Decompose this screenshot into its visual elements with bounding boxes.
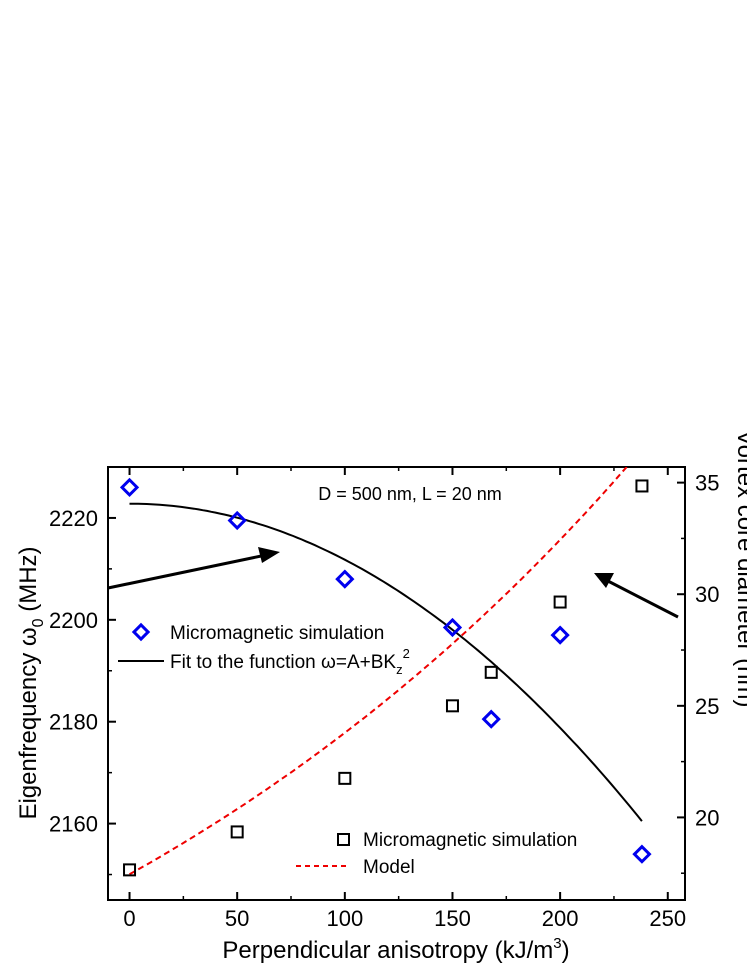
arrow-left-axis [107, 547, 280, 590]
x-tick-label: 150 [434, 906, 471, 931]
square-point [230, 825, 244, 839]
square-point [338, 771, 352, 785]
diamond-point [119, 477, 140, 497]
legend-fit-label: Fit to the function ω=A+BKz2 [170, 646, 410, 677]
arrow-right-axis [594, 573, 679, 619]
square-point [123, 863, 137, 877]
diamond-point [335, 569, 355, 589]
y-right-tick-label: 35 [695, 471, 719, 496]
legend-diamond-label: Micromagnetic simulation [170, 623, 384, 644]
right-y-axis-ticks: 20 25 30 35 [677, 471, 719, 874]
legend-left: Micromagnetic simulation Fit to the func… [118, 622, 410, 677]
left-y-axis-ticks: 2160 2180 2200 2220 [49, 506, 116, 876]
x-tick-label: 200 [542, 906, 579, 931]
diamond-point [550, 625, 570, 645]
y-left-tick-label: 2160 [49, 812, 98, 837]
y-right-tick-label: 30 [695, 582, 719, 607]
square-point [445, 699, 459, 713]
x-axis-title: Perpendicular anisotropy (kJ/m3) [222, 935, 569, 964]
x-tick-label: 250 [649, 906, 686, 931]
legend-diamond-marker [131, 622, 151, 642]
legend-square-label: Micromagnetic simulation [363, 830, 577, 851]
left-y-axis-title: Eigenfrequency ω0 (MHz) [15, 546, 47, 819]
diamond-point [481, 709, 501, 729]
y-right-tick-label: 25 [695, 694, 719, 719]
y-right-tick-label: 20 [695, 805, 719, 830]
square-point [484, 665, 498, 679]
x-axis-ticks: 0 50 100 150 200 250 [123, 467, 686, 931]
diamond-point [227, 510, 247, 531]
diamond-point [632, 844, 652, 864]
x-tick-label: 0 [123, 906, 135, 931]
legend-right: Micromagnetic simulation Model [296, 830, 577, 878]
diamond-point [442, 617, 463, 638]
x-tick-label: 50 [225, 906, 249, 931]
legend-square-marker [337, 833, 350, 846]
y-left-tick-label: 2200 [49, 608, 98, 633]
square-point [635, 479, 649, 493]
fit-curve [129, 502, 643, 822]
y-left-tick-label: 2220 [49, 506, 98, 531]
square-point [553, 595, 567, 609]
square-markers [123, 479, 649, 877]
legend-model-label: Model [363, 857, 415, 878]
y-left-tick-label: 2180 [49, 710, 98, 735]
diamond-markers [119, 477, 652, 864]
model-curve [129, 467, 628, 876]
right-y-axis-title: Vortex core diameter (nm) [732, 430, 747, 707]
annotation: D = 500 nm, L = 20 nm [318, 484, 501, 504]
x-tick-label: 100 [326, 906, 363, 931]
plot-area [107, 466, 686, 901]
